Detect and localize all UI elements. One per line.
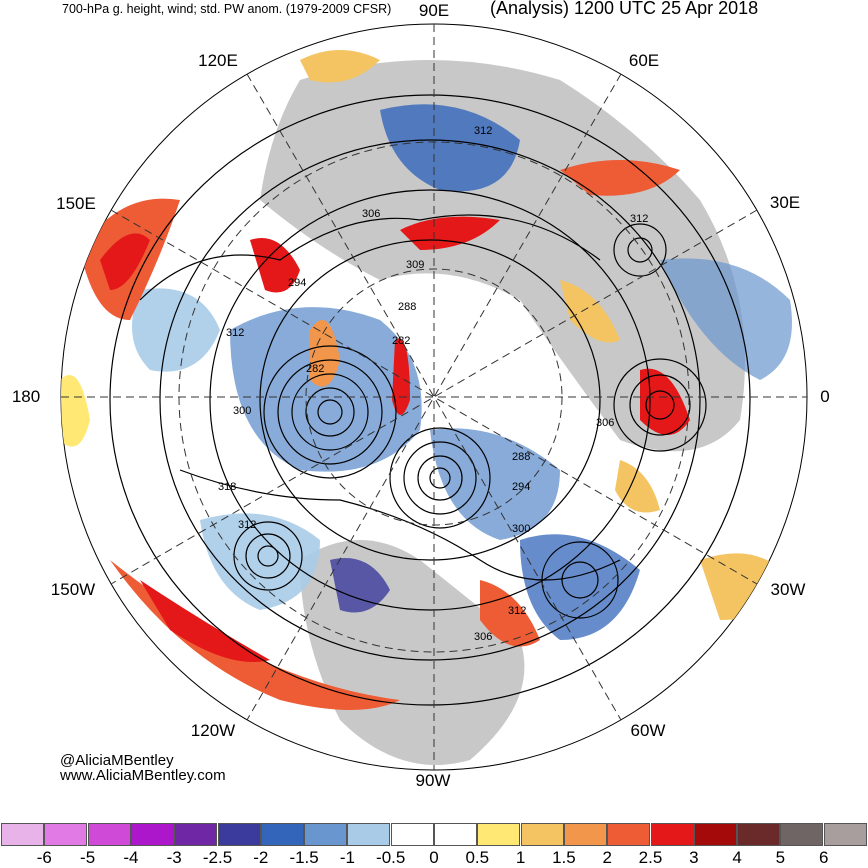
graticule: [61, 24, 807, 770]
contour-label: 306: [362, 208, 380, 220]
colorbar-label: 0.5: [465, 848, 490, 867]
colorbar-label: 0: [429, 848, 439, 867]
contour-label: 309: [406, 259, 424, 271]
contour-label: 312: [226, 327, 244, 339]
colorbar-swatch: [563, 823, 607, 846]
lon-label-0: 0: [820, 387, 830, 406]
colorbar-swatch: [477, 823, 521, 846]
colorbar-label: -1.5: [289, 848, 319, 867]
colorbar-swatch: [650, 823, 694, 846]
map-title-right: (Analysis) 1200 UTC 25 Apr 2018: [490, 0, 759, 18]
colorbar-label: 2.5: [638, 848, 663, 867]
colorbar-swatch: [737, 823, 781, 846]
colorbar-label: -0.5: [376, 848, 406, 867]
colorbar-label: 2: [602, 848, 612, 867]
colorbar-swatch: [434, 823, 477, 846]
height-contours: [109, 94, 751, 706]
lon-label-90w: 90W: [415, 771, 451, 790]
colorbar-label: -6: [36, 848, 52, 867]
contour-label: 306: [596, 417, 614, 429]
colorbar-swatch: [174, 823, 218, 846]
contour-label: 312: [238, 519, 256, 531]
contour-label: 312: [508, 605, 526, 617]
map-title-left: 700-hPa g. height, wind; std. PW anom. (…: [62, 2, 392, 16]
lon-label-180: 180: [11, 387, 41, 406]
colorbar-label: -1: [339, 848, 355, 867]
colorbar-swatch: [780, 823, 824, 846]
contour-label: 312: [474, 125, 492, 137]
colorbar-label: -2.5: [202, 848, 233, 867]
contour-label: 312: [630, 213, 648, 225]
colorbar-label: -2: [253, 848, 269, 867]
colorbar-swatch: [87, 823, 131, 846]
colorbar-swatch: [823, 823, 867, 846]
colorbar-label: -5: [80, 848, 96, 867]
lon-label-60w: 60W: [630, 721, 666, 740]
contour-label: 318: [218, 481, 236, 493]
colorbar-swatch: [260, 823, 304, 846]
lon-label-150w: 150W: [50, 580, 96, 599]
colorbar-swatch: [130, 823, 174, 846]
lon-label-30w: 30W: [770, 580, 806, 599]
colorbar-swatch: [520, 823, 564, 846]
colorbar-label: -3: [166, 848, 182, 867]
colorbar-label: 5: [775, 848, 786, 867]
colorbar-swatch: [607, 823, 651, 846]
lon-label-150e: 150E: [56, 194, 96, 213]
colorbar-swatch: [693, 823, 737, 846]
colorbar-label: 4: [732, 848, 742, 867]
lon-label-90e: 90E: [418, 1, 450, 20]
colorbar-label: -4: [123, 848, 139, 867]
colorbar-label: 1: [515, 848, 526, 867]
contour-label: 288: [398, 301, 416, 313]
colorbar-swatch: [1, 823, 44, 846]
colorbar-swatch: [390, 823, 434, 846]
lon-label-30e: 30E: [769, 193, 801, 212]
credit-twitter: @AliciaMBentley: [60, 752, 174, 769]
colorbar-swatch: [304, 823, 348, 846]
contour-value-labels: 312 306 309 294 288 282 312 282 300 306 …: [218, 125, 648, 643]
lon-label-120w: 120W: [190, 721, 236, 740]
colorbar-swatch: [217, 823, 261, 846]
contour-label: 282: [306, 363, 324, 375]
lon-label-120e: 120E: [198, 51, 238, 70]
colorbar-label: 1.5: [552, 848, 576, 867]
contour-label: 294: [288, 277, 306, 289]
colorbar-label: 6: [818, 848, 829, 867]
contour-label: 306: [474, 631, 492, 643]
colorbar-swatch: [44, 823, 88, 846]
contour-label: 300: [512, 523, 530, 535]
contour-label: 288: [512, 451, 530, 463]
lon-label-60e: 60E: [628, 51, 660, 70]
polar-map: 312 306 309 294 288 282 312 282 300 306 …: [60, 23, 808, 771]
contour-label: 300: [233, 405, 251, 417]
contour-label: 282: [392, 335, 410, 347]
credit-website: www.AliciaMBentley.com: [60, 767, 226, 784]
colorbar-label: 3: [689, 848, 699, 867]
colorbar-swatch: [347, 823, 391, 846]
contour-label: 294: [512, 481, 530, 493]
